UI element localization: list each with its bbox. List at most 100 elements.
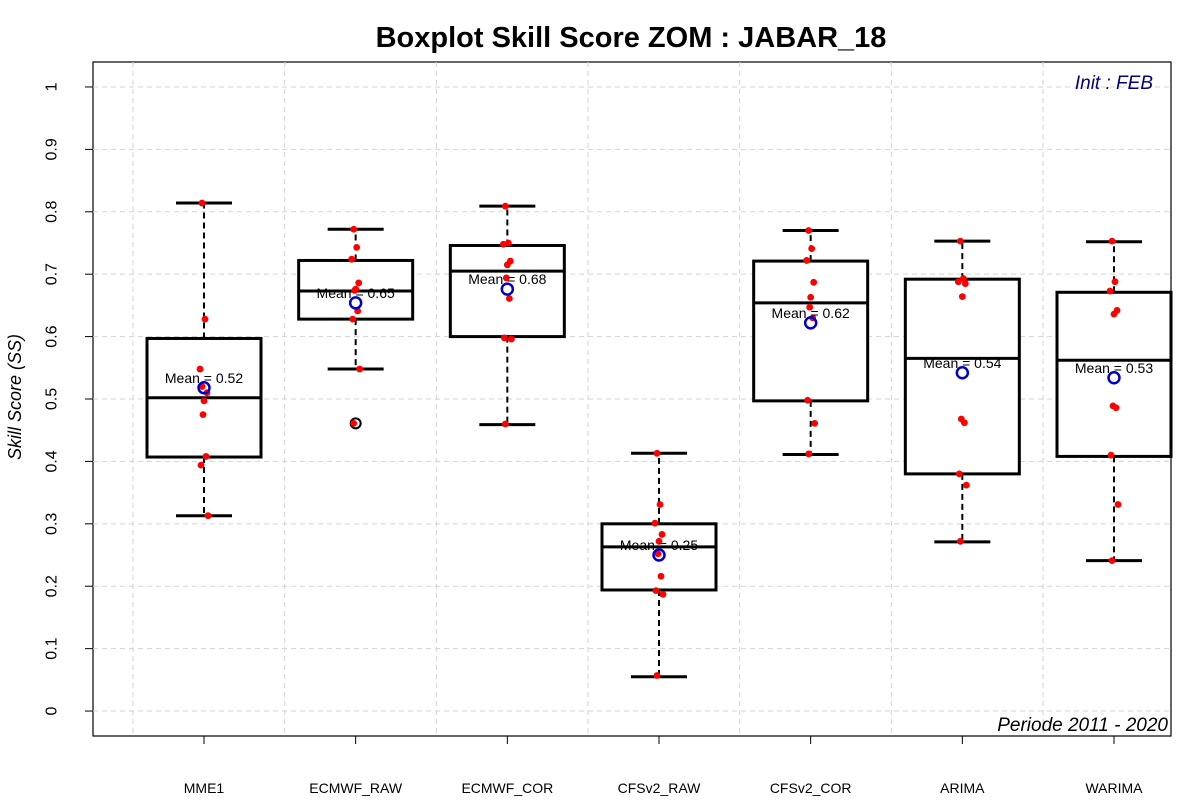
data-point: [1108, 237, 1116, 245]
y-tick-label: 0.1: [44, 637, 61, 659]
data-point: [956, 237, 964, 245]
box-group-cfsv2-raw: Mean = 0.25: [600, 449, 718, 679]
data-point: [197, 461, 205, 469]
data-point: [653, 672, 661, 679]
data-point: [199, 411, 207, 419]
data-point: [1106, 287, 1114, 295]
data-point: [1110, 310, 1118, 318]
data-point: [1107, 451, 1115, 459]
data-point: [805, 227, 813, 234]
data-point: [657, 572, 665, 580]
mean-label: Mean = 0.54: [923, 355, 1001, 371]
y-tick-label: 0: [44, 706, 61, 715]
data-point: [656, 501, 664, 508]
data-point: [652, 587, 660, 594]
data-point: [350, 419, 358, 427]
mean-label: Mean = 0.25: [620, 537, 698, 553]
mean-label: Mean = 0.52: [165, 370, 243, 386]
data-point: [200, 397, 208, 405]
box-group-ecmwf-raw: Mean = 0.65: [297, 225, 415, 430]
iqr-box: [1055, 290, 1173, 458]
data-point: [962, 481, 970, 489]
data-point: [1114, 501, 1122, 508]
data-point: [653, 449, 661, 457]
data-point: [351, 287, 359, 294]
data-point: [955, 470, 963, 478]
data-point: [811, 419, 819, 427]
y-tick-label: 0.4: [44, 450, 61, 472]
mean-marker: [500, 282, 515, 296]
mean-marker: [955, 366, 970, 380]
grid-layer: [93, 62, 1171, 736]
init-annotation: Init : FEB: [1075, 73, 1153, 94]
data-point: [505, 295, 513, 302]
mean-label: Mean = 0.53: [1075, 360, 1153, 376]
data-point: [196, 365, 204, 373]
data-point: [659, 590, 667, 598]
data-point: [961, 280, 969, 287]
y-tick-label: 0.9: [44, 138, 61, 160]
data-point: [501, 420, 509, 428]
data-point: [202, 453, 210, 460]
data-point: [807, 293, 815, 301]
y-tick-label: 0.2: [44, 575, 61, 597]
x-tick-label: CFSv2_RAW: [618, 780, 702, 796]
data-point: [507, 335, 515, 343]
data-point: [1112, 404, 1120, 412]
data-point: [348, 255, 356, 263]
mean-marker: [348, 296, 363, 310]
data-point: [501, 202, 509, 210]
data-point: [500, 334, 508, 342]
data-point: [956, 537, 964, 545]
mean-label: Mean = 0.65: [317, 285, 395, 301]
iqr-box: [903, 277, 1021, 476]
data-point: [808, 245, 816, 252]
data-point: [502, 274, 510, 282]
mean-marker: [197, 381, 211, 395]
iqr-box: [448, 243, 566, 339]
data-point: [654, 550, 662, 558]
y-axis: 0 0.1 0.2 0.3 0.4 0.5 0.6 0.7 0.8 0.9 1: [44, 82, 93, 715]
data-point: [201, 315, 209, 323]
mean-label: Mean = 0.68: [468, 271, 546, 287]
data-point: [810, 278, 818, 286]
data-point: [349, 315, 357, 323]
mean-label: Mean = 0.62: [772, 305, 850, 321]
x-tick-label: CFSv2_COR: [770, 780, 852, 796]
data-point: [499, 240, 507, 248]
y-tick-label: 0.7: [44, 263, 61, 285]
box-group-warima: Mean = 0.53: [1055, 237, 1173, 565]
mean-marker: [1107, 371, 1121, 385]
y-tick-label: 0.5: [44, 388, 61, 410]
iqr-box: [752, 259, 870, 403]
x-axis: MME1 ECMWF_RAW ECMWF_COR CFSv2_RAW CFSv2_COR…: [184, 736, 1143, 796]
data-point: [198, 199, 206, 207]
data-point: [954, 278, 962, 286]
mean-marker: [652, 548, 666, 562]
data-point: [655, 537, 663, 545]
data-point: [350, 225, 358, 233]
x-tick-label: MME1: [184, 780, 225, 796]
data-point: [356, 365, 364, 373]
data-point: [353, 243, 361, 251]
x-tick-label: ARIMA: [940, 780, 985, 796]
data-point: [1111, 278, 1119, 286]
box-layer: Mean = 0.52 Mean = 0.65 Mean = 0.68 Mean = …: [145, 199, 1173, 679]
box-group-mme1: Mean = 0.52: [145, 199, 263, 520]
data-point: [804, 396, 812, 404]
y-tick-label: 1: [44, 82, 61, 91]
data-point: [806, 303, 814, 311]
x-tick-label: ECMWF_COR: [461, 780, 553, 796]
y-tick-label: 0.6: [44, 325, 61, 347]
data-point: [355, 279, 363, 287]
data-point: [1108, 557, 1116, 565]
mean-marker: [803, 316, 818, 330]
y-axis-label: Skill Score (SS): [5, 334, 25, 460]
data-point: [651, 519, 659, 527]
data-point: [958, 293, 966, 301]
x-tick-label: WARIMA: [1085, 780, 1143, 796]
box-group-cfsv2-cor: Mean = 0.62: [752, 227, 870, 458]
data-point: [803, 257, 811, 264]
